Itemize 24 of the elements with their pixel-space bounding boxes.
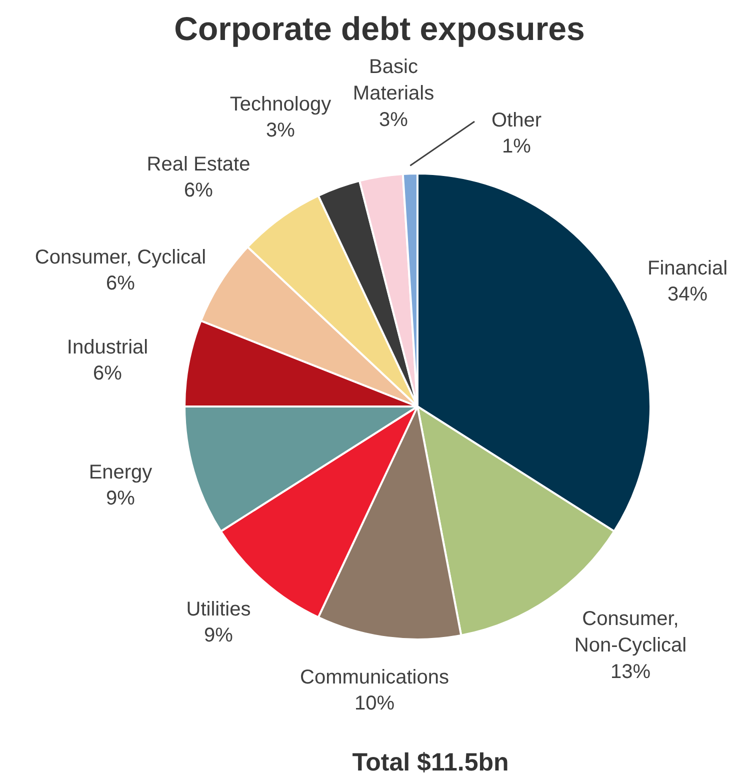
slice-label: Other [491, 109, 542, 132]
slice-label: Communications [300, 666, 449, 688]
data-label: 3% [379, 108, 408, 131]
slice-label: Basic Materials [352, 56, 434, 104]
data-label: 34% [667, 284, 708, 306]
slice-label: Industrial [66, 336, 148, 358]
slice-label: Consumer, Non-Cyclical [574, 608, 687, 656]
data-label: 10% [354, 692, 395, 715]
chart-title: Corporate debt exposures [174, 10, 585, 47]
data-label: 6% [106, 272, 136, 295]
slice-label: Energy [88, 461, 152, 484]
data-label: 13% [610, 660, 651, 683]
slice-label: Real Estate [146, 153, 250, 176]
data-label: 6% [184, 180, 214, 202]
data-label: 3% [266, 120, 296, 142]
text: Total $11.5bn [352, 748, 509, 776]
slice-label: Consumer, Cyclical [34, 246, 206, 268]
slice-label: Utilities [186, 598, 251, 620]
data-label: 9% [204, 624, 234, 647]
data-label: 9% [106, 488, 136, 510]
data-label: 6% [93, 362, 122, 385]
data-label: 1% [502, 136, 532, 158]
slice-label: Technology [230, 93, 332, 116]
slice-label: Financial [647, 257, 728, 280]
